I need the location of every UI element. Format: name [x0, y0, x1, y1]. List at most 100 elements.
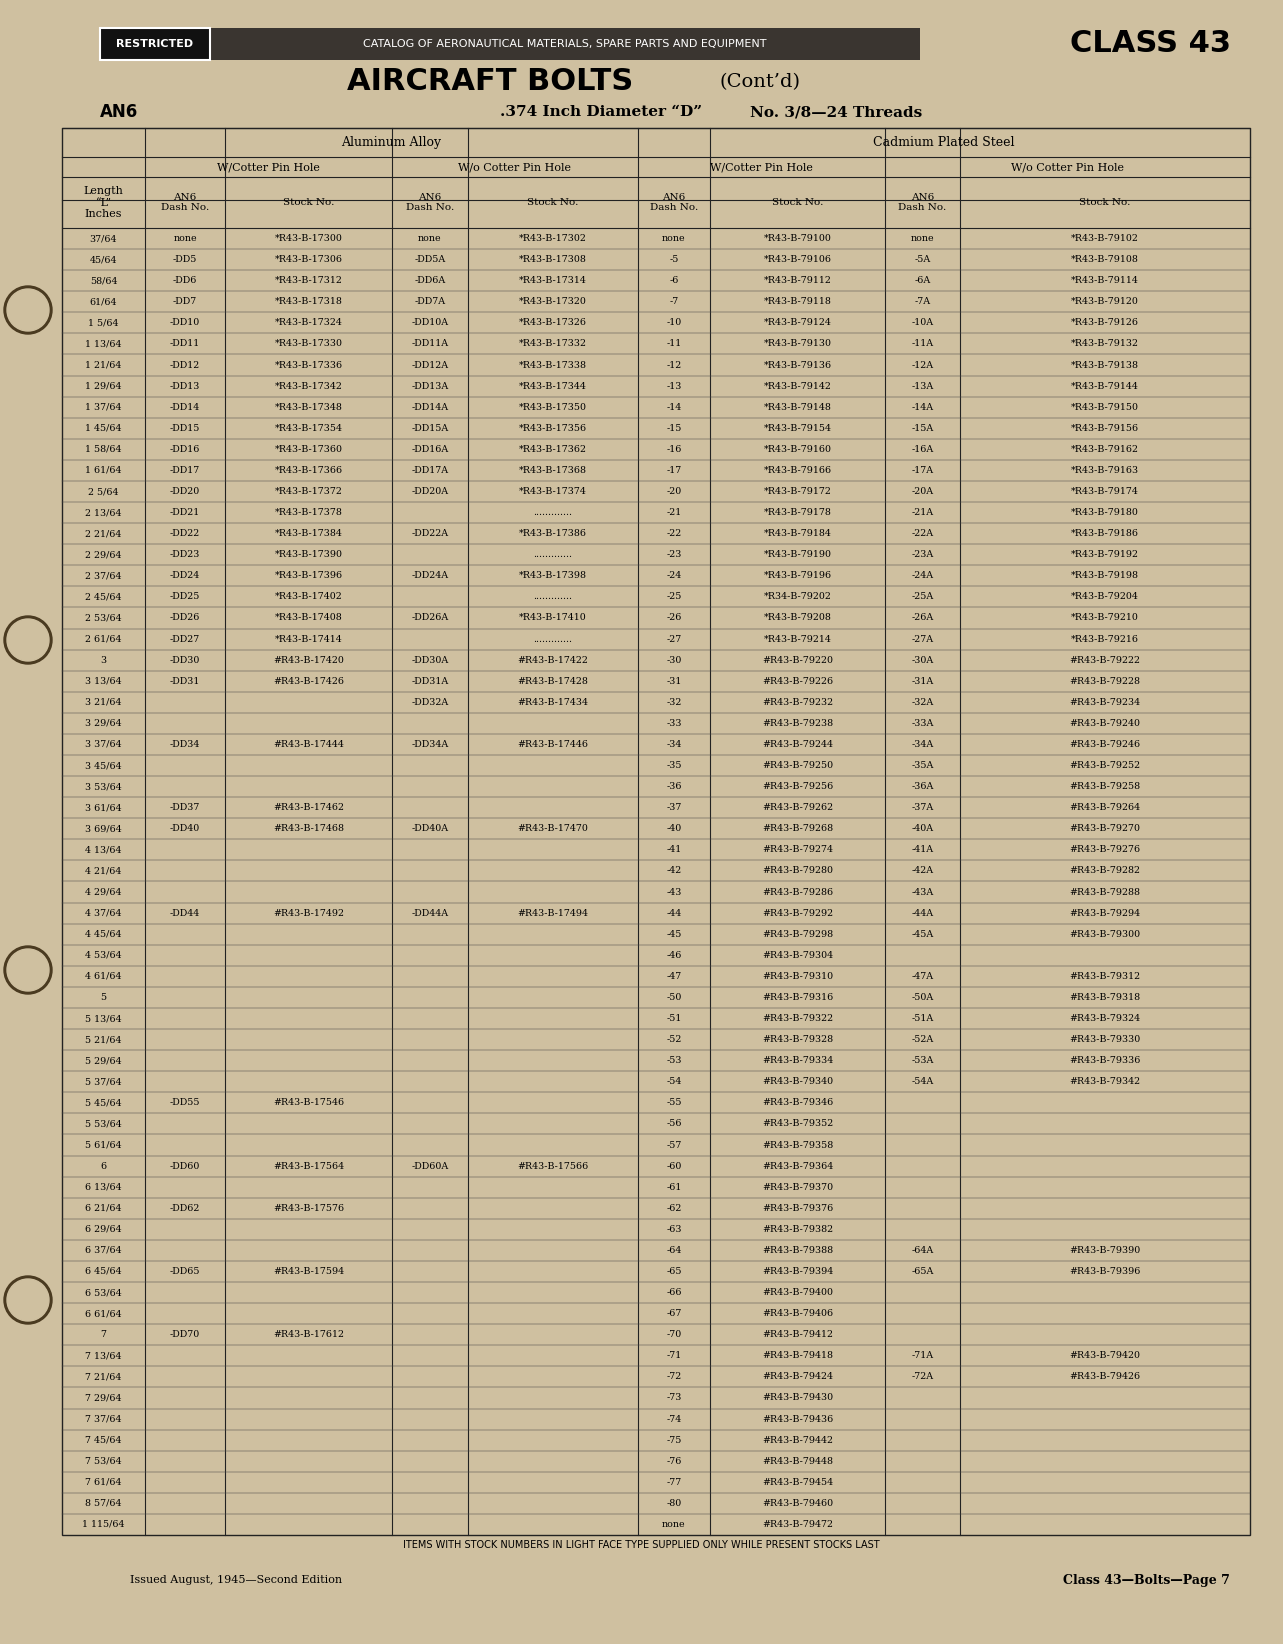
Text: -DD10: -DD10 [169, 319, 200, 327]
Text: *R43-B-17342: *R43-B-17342 [275, 381, 343, 391]
Text: -5A: -5A [915, 255, 930, 265]
Text: 7 37/64: 7 37/64 [85, 1414, 122, 1424]
Text: #R43-B-79448: #R43-B-79448 [762, 1457, 833, 1466]
Text: 1 21/64: 1 21/64 [85, 360, 122, 370]
Text: -24A: -24A [911, 572, 934, 580]
Text: -DD31A: -DD31A [412, 677, 449, 686]
Text: *R43-B-17368: *R43-B-17368 [520, 465, 588, 475]
Text: #R43-B-17492: #R43-B-17492 [273, 909, 344, 917]
Text: -DD15: -DD15 [169, 424, 200, 432]
Text: *R43-B-17362: *R43-B-17362 [520, 446, 588, 454]
Text: -25A: -25A [911, 592, 934, 602]
Text: #R43-B-17594: #R43-B-17594 [273, 1268, 344, 1276]
Text: *R43-B-17300: *R43-B-17300 [275, 233, 343, 243]
Text: -DD20: -DD20 [169, 487, 200, 496]
Text: *R34-B-79202: *R34-B-79202 [763, 592, 831, 602]
Text: *R43-B-79186: *R43-B-79186 [1071, 529, 1139, 538]
Text: -DD22A: -DD22A [412, 529, 449, 538]
Text: #R43-B-79238: #R43-B-79238 [762, 718, 833, 728]
Text: #R43-B-79312: #R43-B-79312 [1070, 972, 1141, 981]
Text: 6: 6 [100, 1162, 106, 1171]
Text: -32A: -32A [911, 697, 934, 707]
Text: *R43-B-17326: *R43-B-17326 [520, 319, 588, 327]
Text: -22A: -22A [911, 529, 934, 538]
Text: -DD17A: -DD17A [412, 465, 449, 475]
Text: 1 61/64: 1 61/64 [85, 465, 122, 475]
Text: *R43-B-79160: *R43-B-79160 [763, 446, 831, 454]
Text: 7 53/64: 7 53/64 [85, 1457, 122, 1466]
Text: -DD70: -DD70 [169, 1330, 200, 1340]
Text: -72: -72 [666, 1373, 681, 1381]
Text: -21A: -21A [911, 508, 934, 518]
Text: -53: -53 [666, 1055, 681, 1065]
Text: -DD65: -DD65 [169, 1268, 200, 1276]
Text: -54A: -54A [911, 1077, 934, 1087]
Text: *R43-B-79178: *R43-B-79178 [763, 508, 831, 518]
Text: *R43-B-17338: *R43-B-17338 [520, 360, 588, 370]
Text: #R43-B-79352: #R43-B-79352 [762, 1120, 833, 1128]
Text: -DD55: -DD55 [169, 1098, 200, 1108]
Text: -DD30A: -DD30A [412, 656, 449, 664]
Text: *R43-B-79208: *R43-B-79208 [763, 613, 831, 623]
Text: *R43-B-17308: *R43-B-17308 [520, 255, 586, 265]
Text: #R43-B-79342: #R43-B-79342 [1070, 1077, 1141, 1087]
Text: *R43-B-79154: *R43-B-79154 [763, 424, 831, 432]
Text: -32: -32 [666, 697, 681, 707]
Text: 1 13/64: 1 13/64 [85, 339, 122, 349]
Text: 6 21/64: 6 21/64 [85, 1203, 122, 1213]
Text: -45A: -45A [911, 931, 934, 939]
Text: #R43-B-79316: #R43-B-79316 [762, 993, 833, 1001]
Text: RESTRICTED: RESTRICTED [117, 39, 194, 49]
Text: -DD13: -DD13 [169, 381, 200, 391]
Text: 1 29/64: 1 29/64 [85, 381, 122, 391]
Text: #R43-B-79430: #R43-B-79430 [762, 1394, 833, 1402]
Text: -40: -40 [666, 824, 681, 834]
Text: 5 61/64: 5 61/64 [85, 1141, 122, 1149]
Text: -11A: -11A [911, 339, 934, 349]
Text: -35A: -35A [911, 761, 934, 769]
Text: #R43-B-17428: #R43-B-17428 [517, 677, 589, 686]
Text: #R43-B-79240: #R43-B-79240 [1070, 718, 1141, 728]
Text: -11: -11 [666, 339, 681, 349]
Text: none: none [662, 1521, 686, 1529]
Text: -71A: -71A [911, 1351, 934, 1360]
Text: -33: -33 [666, 718, 681, 728]
Text: *R43-B-17372: *R43-B-17372 [275, 487, 343, 496]
Text: -55: -55 [666, 1098, 681, 1108]
Text: #R43-B-17420: #R43-B-17420 [273, 656, 344, 664]
Text: #R43-B-79442: #R43-B-79442 [762, 1435, 833, 1445]
Text: *R43-B-17408: *R43-B-17408 [275, 613, 343, 623]
Circle shape [4, 286, 53, 334]
Text: 4 21/64: 4 21/64 [85, 866, 122, 876]
Text: *R43-B-17356: *R43-B-17356 [518, 424, 588, 432]
Circle shape [4, 1276, 53, 1323]
Text: #R43-B-79436: #R43-B-79436 [762, 1414, 833, 1424]
Text: -DD44A: -DD44A [412, 909, 449, 917]
Text: -DD12A: -DD12A [412, 360, 449, 370]
Text: 5 45/64: 5 45/64 [85, 1098, 122, 1108]
Text: #R43-B-79322: #R43-B-79322 [762, 1014, 833, 1023]
Text: #R43-B-79234: #R43-B-79234 [1070, 697, 1141, 707]
Text: *R43-B-17386: *R43-B-17386 [520, 529, 588, 538]
Text: -DD25: -DD25 [169, 592, 200, 602]
Text: #R43-B-17470: #R43-B-17470 [517, 824, 589, 834]
Text: 5 21/64: 5 21/64 [85, 1036, 122, 1044]
Text: .............: ............. [534, 635, 572, 643]
Text: -23: -23 [666, 551, 681, 559]
Text: 4 61/64: 4 61/64 [85, 972, 122, 981]
Text: #R43-B-79256: #R43-B-79256 [762, 783, 833, 791]
Text: -DD24A: -DD24A [412, 572, 449, 580]
Text: #R43-B-79300: #R43-B-79300 [1070, 931, 1141, 939]
Text: -42A: -42A [911, 866, 934, 876]
Text: *R43-B-17314: *R43-B-17314 [520, 276, 586, 284]
Text: 4 13/64: 4 13/64 [85, 845, 122, 855]
Text: 3 53/64: 3 53/64 [85, 783, 122, 791]
Text: -35: -35 [666, 761, 681, 769]
Text: -47A: -47A [911, 972, 934, 981]
Text: .............: ............. [534, 508, 572, 518]
Text: *R43-B-17332: *R43-B-17332 [520, 339, 588, 349]
Text: -DD11: -DD11 [169, 339, 200, 349]
Text: 3 37/64: 3 37/64 [85, 740, 122, 750]
Text: 61/64: 61/64 [90, 298, 117, 306]
Text: -51A: -51A [911, 1014, 934, 1023]
